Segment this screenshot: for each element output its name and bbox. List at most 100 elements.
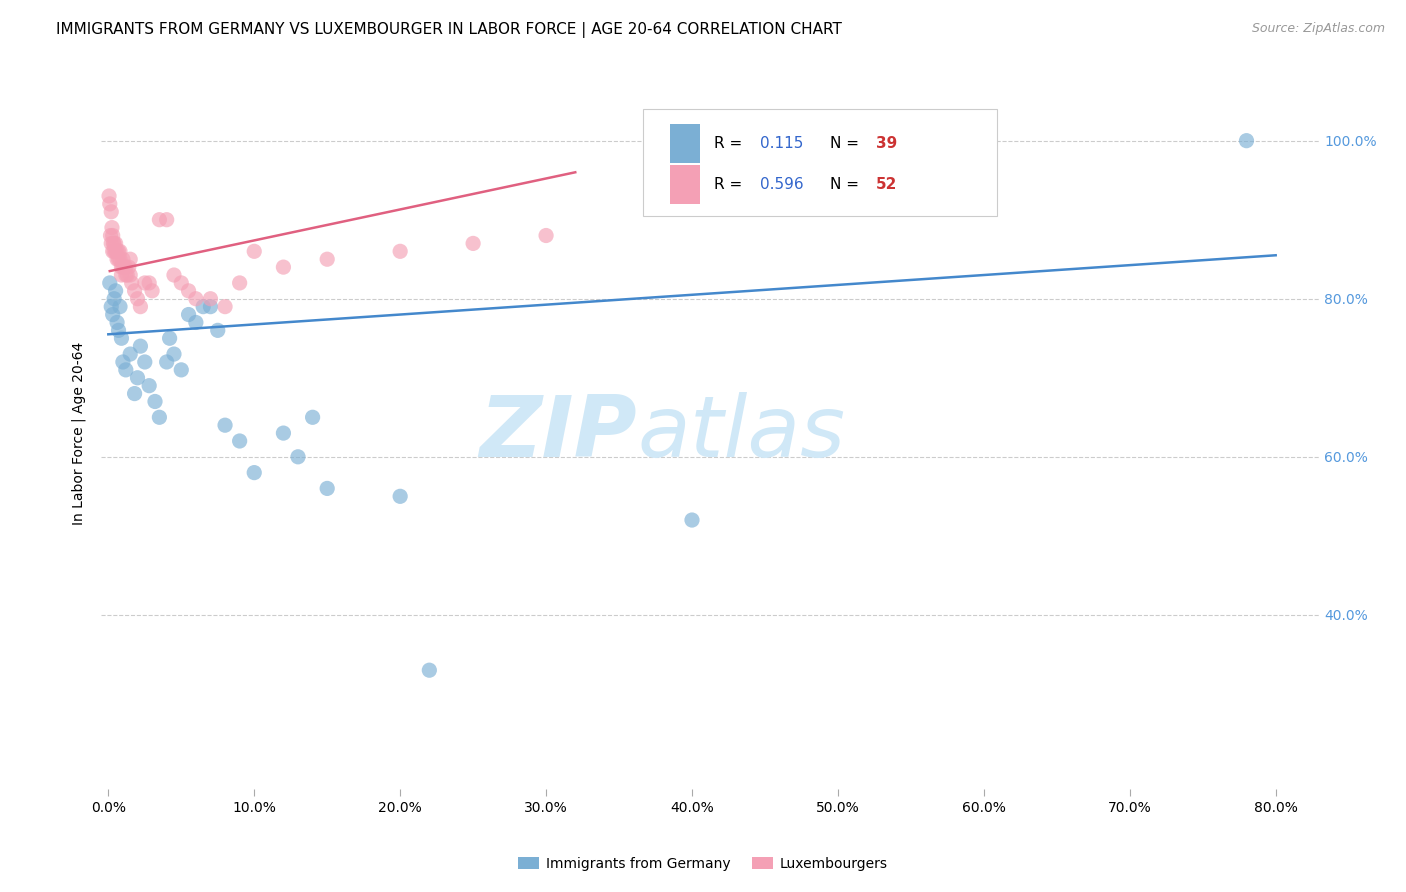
Point (1236, 134, 1258, 148)
Text: N =: N = (830, 136, 863, 151)
Point (389, 244, 412, 259)
Point (104, 236, 127, 251)
Point (177, 284, 200, 298)
Point (112, 260, 135, 274)
Point (138, 276, 160, 290)
Point (316, 482, 339, 496)
Text: 52: 52 (876, 177, 897, 192)
Point (98, 276, 121, 290)
Point (101, 244, 124, 259)
Point (120, 252, 142, 267)
Point (159, 331, 181, 345)
Point (418, 663, 440, 677)
Point (141, 284, 163, 298)
Point (108, 300, 131, 314)
Point (100, 228, 122, 243)
Point (111, 260, 134, 274)
Point (117, 268, 139, 282)
Text: R =: R = (714, 177, 747, 192)
Text: 0.115: 0.115 (761, 136, 804, 151)
Point (214, 418, 236, 433)
Text: N =: N = (830, 177, 863, 192)
Point (124, 284, 146, 298)
Point (120, 347, 142, 361)
Point (389, 489, 412, 503)
Point (243, 466, 266, 480)
Point (273, 260, 295, 274)
Point (110, 268, 132, 282)
Point (104, 284, 127, 298)
Text: 0.596: 0.596 (761, 177, 804, 192)
Point (103, 236, 125, 251)
Point (681, 513, 703, 527)
Point (148, 410, 170, 425)
Point (120, 268, 142, 282)
Point (534, 228, 557, 243)
Point (129, 339, 152, 353)
Point (101, 228, 124, 243)
Point (156, 355, 179, 369)
Point (177, 308, 200, 322)
Legend: Immigrants from Germany, Luxembourgers: Immigrants from Germany, Luxembourgers (513, 851, 893, 876)
Point (105, 252, 128, 267)
Point (105, 244, 128, 259)
Point (200, 300, 222, 314)
Text: Source: ZipAtlas.com: Source: ZipAtlas.com (1251, 22, 1385, 36)
Point (127, 292, 149, 306)
Point (101, 220, 124, 235)
Point (98, 197, 121, 211)
Point (287, 450, 309, 464)
Point (114, 260, 136, 274)
Point (143, 394, 166, 409)
Point (134, 355, 156, 369)
Point (100, 236, 122, 251)
Point (127, 371, 149, 385)
Point (100, 204, 122, 219)
Point (114, 363, 136, 377)
Point (461, 236, 484, 251)
Point (228, 434, 250, 448)
Point (100, 300, 122, 314)
Point (110, 331, 132, 345)
Point (273, 426, 295, 441)
Point (101, 308, 124, 322)
Point (163, 347, 186, 361)
Point (138, 378, 160, 392)
Point (207, 323, 229, 337)
Point (134, 276, 156, 290)
Text: atlas: atlas (637, 392, 845, 475)
Text: IMMIGRANTS FROM GERMANY VS LUXEMBOURGER IN LABOR FORCE | AGE 20-64 CORRELATION C: IMMIGRANTS FROM GERMANY VS LUXEMBOURGER … (56, 22, 842, 38)
Point (105, 315, 128, 329)
Point (118, 260, 141, 274)
Text: 39: 39 (876, 136, 897, 151)
Point (214, 300, 236, 314)
Text: R =: R = (714, 136, 747, 151)
Bar (671, 165, 700, 203)
Point (103, 292, 125, 306)
Text: ZIP: ZIP (479, 392, 637, 475)
Point (124, 386, 146, 401)
Point (129, 300, 152, 314)
Point (163, 268, 186, 282)
Point (98, 189, 121, 203)
Point (111, 355, 134, 369)
Point (108, 252, 131, 267)
Point (228, 276, 250, 290)
Point (170, 276, 193, 290)
Point (107, 244, 129, 259)
Point (104, 244, 127, 259)
FancyBboxPatch shape (643, 110, 997, 216)
Point (111, 252, 134, 267)
Point (108, 244, 131, 259)
Point (200, 292, 222, 306)
Point (170, 363, 193, 377)
Point (103, 236, 125, 251)
Point (184, 315, 207, 329)
Point (191, 300, 214, 314)
Point (110, 260, 132, 274)
Point (316, 252, 339, 267)
Point (243, 244, 266, 259)
Point (107, 252, 129, 267)
Point (148, 212, 170, 227)
Point (107, 323, 129, 337)
